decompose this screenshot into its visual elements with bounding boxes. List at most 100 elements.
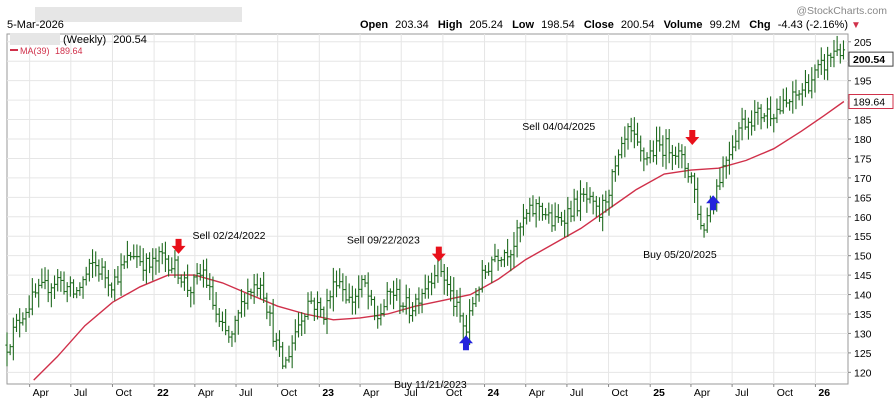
price-bar [534,199,538,228]
price-bar [344,275,348,304]
price-bar [512,232,516,268]
price-bar [639,135,643,162]
x-tick-label: 26 [818,387,830,399]
price-bar [56,269,60,292]
price-bar [18,308,22,338]
price-bar [334,270,339,298]
price-bar [525,209,529,225]
high-value: 205.24 [469,19,503,31]
price-bar [186,264,190,297]
price-bar [819,47,823,75]
sell-signal: Sell 04/04/2025 [522,121,700,145]
price-bar [208,273,212,301]
price-bar [49,283,53,308]
price-bar [794,79,798,110]
y-tick-label: 125 [854,348,872,360]
price-bar [385,282,389,311]
open-label: Open [360,19,388,31]
price-bar [5,332,9,367]
sell-signal-label: Sell 09/22/2023 [347,235,420,247]
price-bar [135,244,139,268]
price-bar [30,278,34,316]
price-bar [480,260,484,293]
price-bar [360,275,364,298]
price-bar [262,271,266,304]
header-date: 5-Mar-2026 [7,19,64,31]
high-label: High [438,19,463,31]
price-bar [702,223,706,238]
price-bar [544,207,548,220]
y-tick-label: 205 [854,37,872,49]
y-tick-label: 180 [854,134,872,146]
price-bar [198,263,202,281]
x-tick-label: 24 [488,387,500,399]
last-price-tag: 200.54 [848,51,894,67]
sell-signal-label: Sell 04/04/2025 [522,121,595,133]
price-bar [680,144,684,169]
price-bar [648,140,652,164]
price-bar [75,287,79,299]
price-bar [37,278,41,308]
price-bar [838,43,842,64]
price-bar [391,280,396,310]
price-bar [132,244,136,260]
ma-price-tag: 189.64 [848,94,894,110]
price-bar [537,196,541,221]
low-label: Low [512,19,534,31]
price-bar [654,126,659,165]
price-bar [464,314,469,340]
price-bar [21,312,25,326]
price-bar [306,292,310,320]
price-bar [556,204,560,223]
price-bar [768,96,773,127]
price-bar [214,291,218,323]
price-bar [521,203,526,236]
price-bar [24,308,28,332]
price-bar [52,275,57,299]
price-bar [572,188,576,222]
price-bar [765,97,770,129]
price-bar [331,267,335,312]
price-bar [201,259,206,288]
price-bar [559,211,564,226]
x-axis: Apr Jul Oct 22 Apr Jul Oct 23 Apr Jul Oct 24 Apr Jul O… [29,384,830,399]
price-bar [588,187,592,204]
price-bar [718,168,722,191]
buy-signal: Buy 11/21/2023 [394,335,473,391]
price-bar [128,251,133,261]
price-bar [762,113,766,123]
price-bar [417,287,421,314]
buy-signal: Buy 05/20/2025 [643,195,721,261]
price-bar [8,344,12,356]
buy-arrow-icon [458,335,473,351]
x-tick-label: Apr [363,387,380,399]
price-bar [807,74,811,94]
price-bar [274,332,278,351]
price-bar [442,263,446,295]
price-bar [632,117,636,149]
ticker-redacted-box [35,7,242,22]
price-bar [566,196,570,237]
price-bar [325,288,329,335]
price-bar [509,249,513,272]
price-bar [686,162,690,183]
price-bar [192,274,196,305]
price-bar [401,302,405,313]
price-bar [528,197,532,222]
price-bar [448,276,453,302]
price-bar [493,243,497,263]
y-tick-label: 135 [854,309,872,321]
price-bar [353,288,358,315]
ma-price-tag-box [848,94,894,110]
chg-value: -4.43 (-2.16%) [778,19,848,31]
price-bar [338,268,342,289]
price-bar [236,309,240,335]
sell-signal-label: Sell 02/24/2022 [193,230,266,242]
price-bar [692,172,697,203]
svg-text:MA(39) 189.64: MA(39) 189.64 [20,46,83,56]
price-bar [502,249,507,268]
x-tick-label: Oct [777,387,793,399]
price-bar [547,202,551,224]
price-bar [100,258,104,280]
